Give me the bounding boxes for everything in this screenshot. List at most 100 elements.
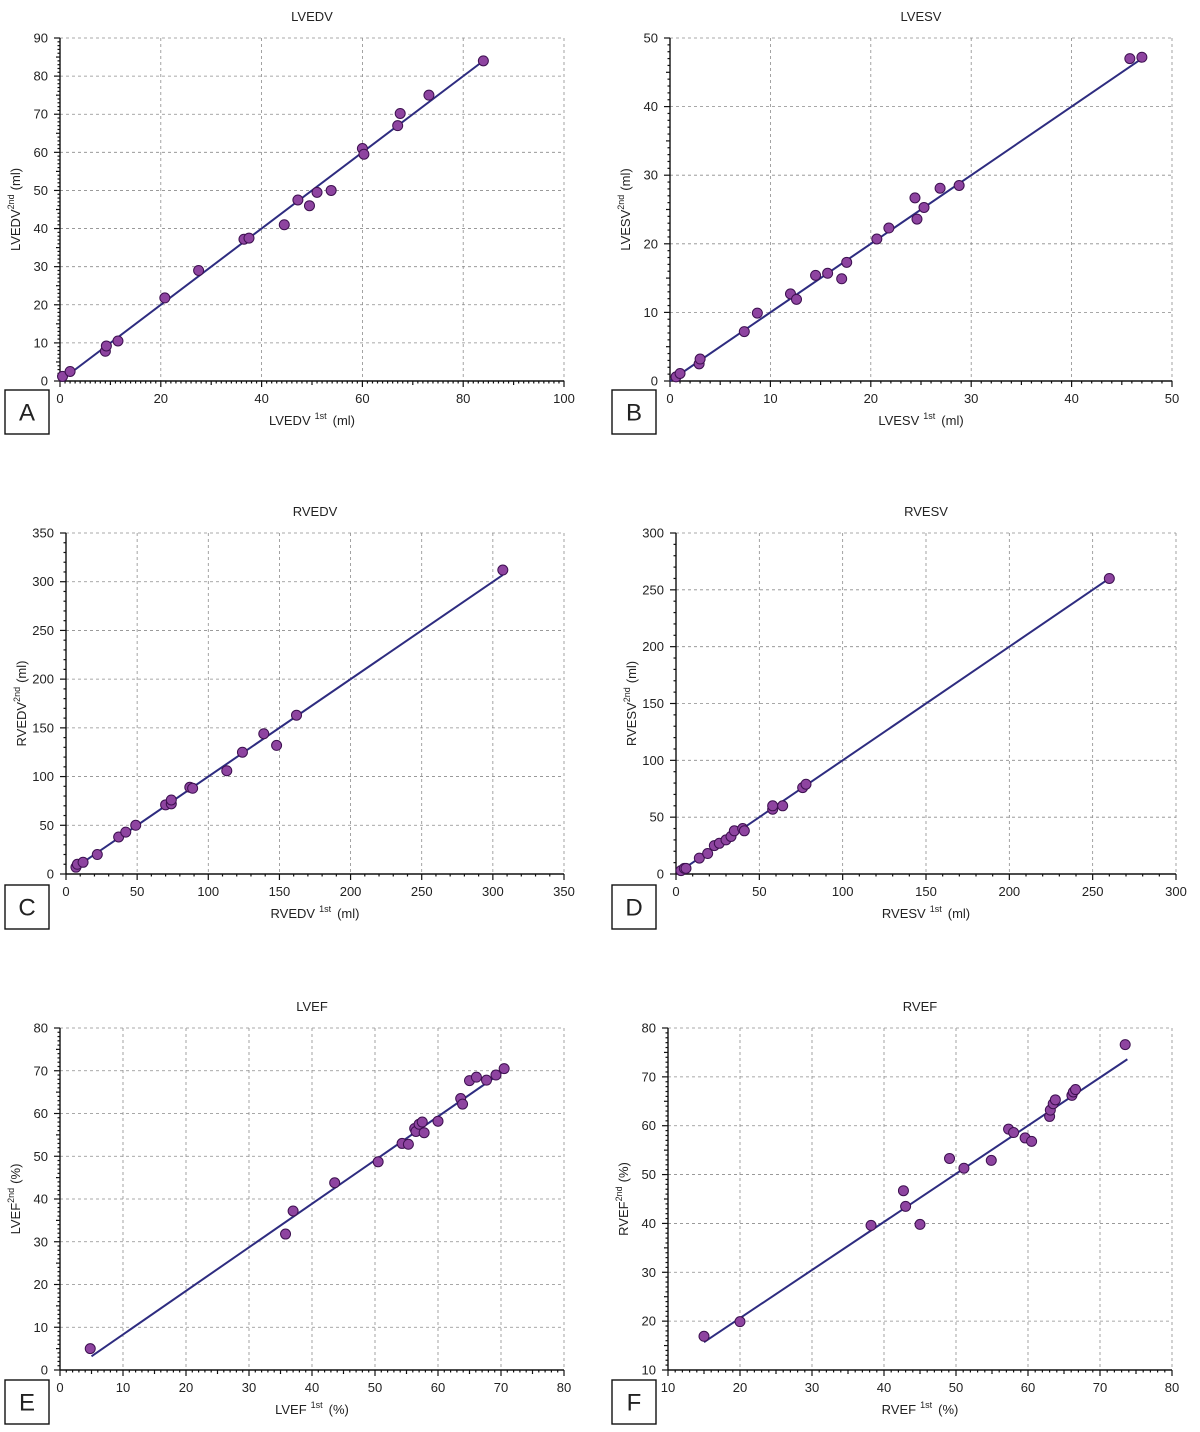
panel-letter: E — [19, 1390, 35, 1417]
y-tick-label: 30 — [34, 259, 48, 274]
y-tick-label: 80 — [642, 1021, 656, 1036]
y-axis-label-main: RVEF — [616, 1201, 631, 1235]
x-tick-label: 350 — [553, 884, 575, 899]
panel-letter-box — [611, 1379, 657, 1425]
y-tick-label: 40 — [644, 99, 658, 114]
y-tick-label: 200 — [642, 639, 664, 654]
x-tick-label: 20 — [179, 1380, 193, 1395]
y-tick-label: 0 — [41, 374, 48, 389]
data-point — [1008, 1127, 1020, 1139]
data-point — [698, 1330, 710, 1342]
data-point — [918, 201, 930, 213]
data-point — [674, 367, 686, 379]
y-tick-label: 200 — [32, 672, 54, 687]
y-tick-label: 50 — [642, 1167, 656, 1182]
data-point — [325, 184, 337, 196]
data-point — [470, 1071, 482, 1083]
data-point — [432, 1115, 444, 1127]
data-point — [64, 365, 76, 377]
y-axis-label-main: RVEDV — [14, 702, 29, 747]
x-axis-label-main: RVEDV — [271, 906, 316, 921]
data-point — [457, 1098, 469, 1110]
x-tick-label: 50 — [1165, 391, 1179, 406]
x-axis-label: LVEF 1st (%) — [275, 1400, 349, 1417]
data-point — [1049, 1094, 1061, 1106]
y-tick-label: 20 — [642, 1314, 656, 1329]
y-tick-label: 100 — [642, 753, 664, 768]
y-tick-label: 30 — [34, 1234, 48, 1249]
data-point — [822, 267, 834, 279]
panel-letter: F — [627, 1390, 642, 1417]
data-point — [871, 233, 883, 245]
data-point — [278, 219, 290, 231]
chart-title: RVESV — [904, 504, 948, 519]
y-axis-label-unit: (ml) — [624, 661, 639, 683]
y-tick-label: 0 — [47, 867, 54, 882]
data-point — [258, 728, 270, 740]
data-point — [738, 326, 750, 338]
y-tick-label: 50 — [34, 183, 48, 198]
y-tick-label: 150 — [32, 720, 54, 735]
chart-panel-c: 0 50 100 150 200 250 300 350 0 50 100 150 200 250 300 3… — [4, 504, 575, 930]
y-tick-label: 80 — [34, 1021, 48, 1036]
y-axis-label-unit: (%) — [616, 1162, 631, 1182]
y-tick-label: 350 — [32, 526, 54, 541]
x-tick-label: 150 — [915, 884, 937, 899]
x-tick-label: 10 — [116, 1380, 130, 1395]
y-tick-label: 40 — [34, 1192, 48, 1207]
x-tick-label: 40 — [254, 391, 268, 406]
x-tick-label: 200 — [340, 884, 362, 899]
x-tick-label: 60 — [431, 1380, 445, 1395]
x-axis-label-superscript: 1st — [315, 411, 328, 421]
data-point — [481, 1074, 493, 1086]
y-axis-label-unit: (%) — [8, 1164, 23, 1184]
y-axis-label: RVEF2nd (%) — [614, 1162, 631, 1236]
y-axis-label-superscript: 2nd — [6, 1188, 16, 1203]
x-axis-label-main: LVEF — [275, 1402, 307, 1417]
x-axis-label: RVEF 1st (%) — [882, 1400, 959, 1417]
x-tick-label: 0 — [56, 1380, 63, 1395]
fit-line — [678, 577, 1110, 873]
panel-letter-box — [4, 884, 50, 930]
y-axis-label-superscript: 2nd — [616, 195, 626, 210]
chart-title: LVEDV — [291, 9, 333, 24]
data-point — [372, 1156, 384, 1168]
data-point — [958, 1162, 970, 1174]
chart-panel-e: 0 10 20 30 40 50 60 70 8001020304050607080LVEFLV… — [4, 999, 571, 1425]
panel-letter: C — [18, 895, 35, 922]
data-point — [498, 1063, 510, 1075]
x-axis-label-main: LVESV — [878, 413, 919, 428]
data-point — [734, 1316, 746, 1328]
y-tick-label: 70 — [34, 1063, 48, 1078]
data-point — [767, 800, 779, 812]
x-tick-label: 20 — [154, 391, 168, 406]
x-axis-label-unit: (%) — [329, 1402, 349, 1417]
data-point — [416, 1116, 428, 1128]
x-tick-label: 50 — [949, 1380, 963, 1395]
y-tick-label: 10 — [34, 335, 48, 350]
data-point — [953, 179, 965, 191]
x-tick-label: 80 — [1165, 1380, 1179, 1395]
x-tick-label: 30 — [964, 391, 978, 406]
panel-letter: A — [19, 400, 35, 427]
chart-panel-a: 0 20 40 60 80 1000102030405060708090LVEDVLVED… — [4, 9, 575, 435]
x-tick-label: 50 — [130, 884, 144, 899]
chart-panel-f: 10 20 30 40 50 60 70 801020304050607080RVEFRVEF… — [611, 999, 1179, 1425]
data-point — [1136, 51, 1148, 63]
chart-title: RVEF — [903, 999, 937, 1014]
y-axis-label-superscript: 2nd — [6, 194, 16, 209]
data-point — [800, 778, 812, 790]
x-tick-label: 80 — [456, 391, 470, 406]
x-axis-label: RVESV 1st (ml) — [882, 904, 970, 921]
y-tick-label: 70 — [642, 1069, 656, 1084]
data-point — [271, 739, 283, 751]
x-axis-label-main: LVEDV — [269, 413, 311, 428]
data-point — [791, 293, 803, 305]
y-tick-label: 70 — [34, 107, 48, 122]
x-axis-label-unit: (%) — [938, 1402, 958, 1417]
x-tick-label: 300 — [1165, 884, 1187, 899]
chart-title: LVESV — [901, 9, 942, 24]
x-tick-label: 70 — [494, 1380, 508, 1395]
